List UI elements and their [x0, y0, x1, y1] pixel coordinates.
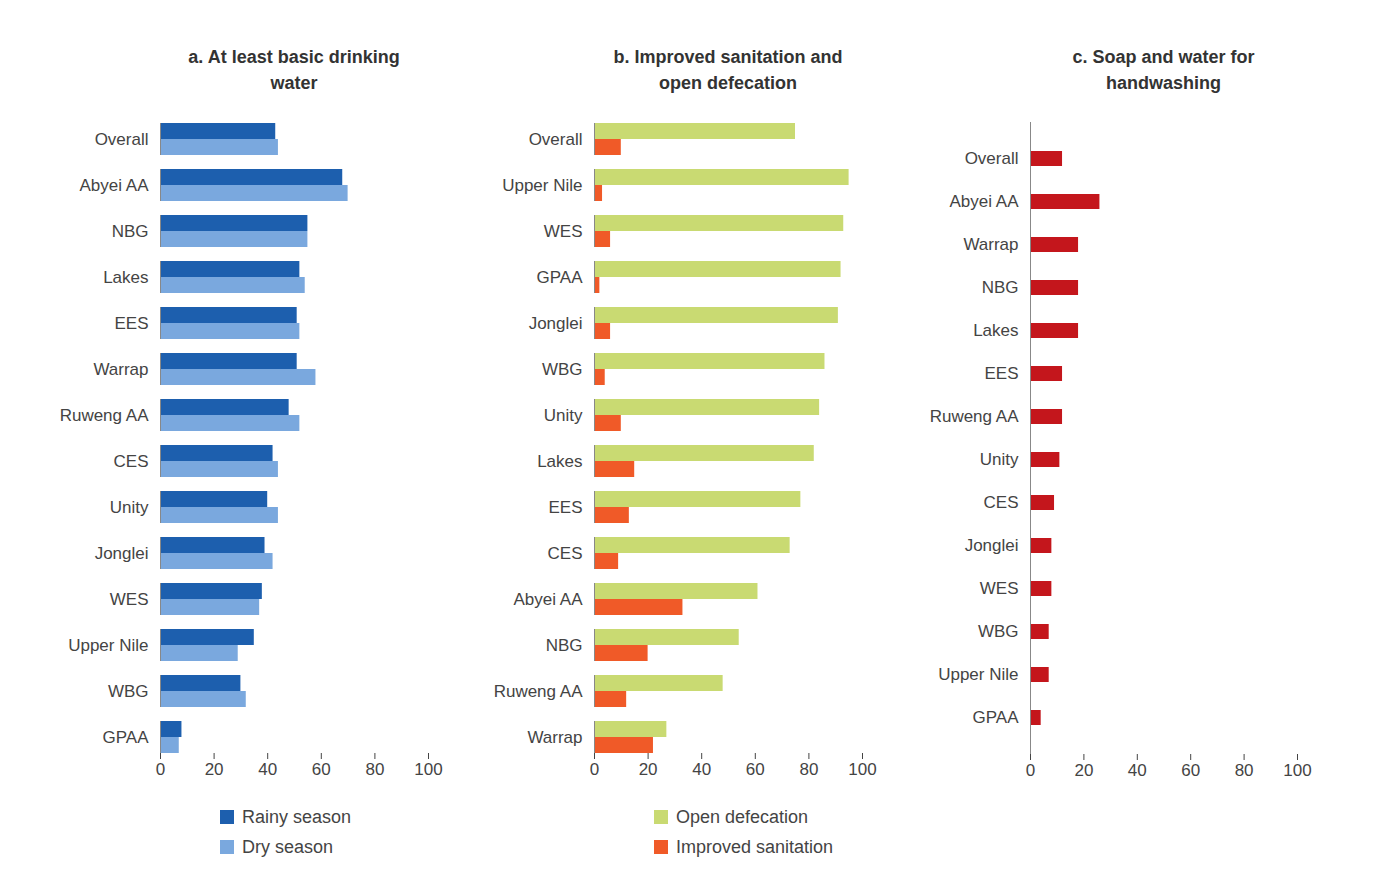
- svg-text:Lakes: Lakes: [537, 452, 582, 471]
- svg-text:EES: EES: [548, 498, 582, 517]
- svg-text:GPAA: GPAA: [537, 268, 584, 287]
- html-text:Dry season: Dry season: [242, 836, 333, 857]
- svg-text:Unity: Unity: [980, 450, 1019, 469]
- svg-text:80: 80: [1235, 761, 1254, 780]
- svg-text:Jonglei: Jonglei: [95, 544, 149, 563]
- html-text:b. Improved sanitation and ope: b. Improved sanitation and open defecati…: [613, 47, 843, 93]
- svg-text:NBG: NBG: [982, 278, 1019, 297]
- svg-text:CES: CES: [984, 493, 1019, 512]
- svg-text:Overall: Overall: [95, 130, 149, 149]
- svg-text:40: 40: [1128, 761, 1147, 780]
- html-text:Rainy season: Rainy season: [242, 806, 352, 827]
- svg-text:20: 20: [205, 760, 224, 779]
- svg-text:WES: WES: [980, 579, 1019, 598]
- svg-text:NBG: NBG: [546, 636, 583, 655]
- svg-text:EES: EES: [984, 364, 1018, 383]
- svg-text:Warrap: Warrap: [93, 360, 148, 379]
- svg-text:Overall: Overall: [529, 130, 583, 149]
- svg-text:Upper Nile: Upper Nile: [502, 176, 582, 195]
- svg-text:60: 60: [1181, 761, 1200, 780]
- svg-text:WBG: WBG: [978, 622, 1019, 641]
- svg-text:GPAA: GPAA: [973, 708, 1020, 727]
- svg-text:Upper Nile: Upper Nile: [938, 665, 1018, 684]
- svg-text:100: 100: [1283, 761, 1311, 780]
- svg-text:60: 60: [312, 760, 331, 779]
- svg-text:20: 20: [639, 760, 658, 779]
- svg-text:WES: WES: [544, 222, 583, 241]
- html-text:a. At least basic drinking wat: a. At least basic drinking water: [188, 47, 400, 93]
- svg-text:60: 60: [746, 760, 765, 779]
- svg-text:Jonglei: Jonglei: [529, 314, 583, 333]
- html-text:c. Soap and water for handwash: c. Soap and water for handwashing: [1072, 47, 1255, 93]
- svg-text:WES: WES: [110, 590, 149, 609]
- svg-text:Warrap: Warrap: [527, 728, 582, 747]
- svg-text:Abyei AA: Abyei AA: [80, 176, 150, 195]
- svg-text:Overall: Overall: [965, 149, 1019, 168]
- svg-text:0: 0: [1026, 761, 1035, 780]
- html-text:Open defecation: Open defecation: [676, 806, 809, 827]
- svg-text:0: 0: [590, 760, 599, 779]
- svg-text:CES: CES: [548, 544, 583, 563]
- svg-text:40: 40: [258, 760, 277, 779]
- html-text:Improved sanitation: Improved sanitation: [676, 836, 834, 857]
- svg-text:Ruweng AA: Ruweng AA: [930, 407, 1019, 426]
- svg-text:0: 0: [156, 760, 165, 779]
- svg-text:Ruweng AA: Ruweng AA: [494, 682, 583, 701]
- svg-text:20: 20: [1074, 761, 1093, 780]
- svg-text:Warrap: Warrap: [963, 235, 1018, 254]
- svg-text:GPAA: GPAA: [103, 728, 150, 747]
- svg-text:Unity: Unity: [544, 406, 583, 425]
- svg-text:Abyei AA: Abyei AA: [514, 590, 584, 609]
- svg-text:Jonglei: Jonglei: [965, 536, 1019, 555]
- svg-text:Lakes: Lakes: [973, 321, 1018, 340]
- svg-text:Unity: Unity: [110, 498, 149, 517]
- svg-text:EES: EES: [114, 314, 148, 333]
- svg-text:Upper Nile: Upper Nile: [68, 636, 148, 655]
- svg-text:Lakes: Lakes: [103, 268, 148, 287]
- svg-text:100: 100: [414, 760, 442, 779]
- svg-text:WBG: WBG: [542, 360, 583, 379]
- svg-text:Ruweng AA: Ruweng AA: [60, 406, 149, 425]
- svg-text:80: 80: [799, 760, 818, 779]
- svg-text:40: 40: [692, 760, 711, 779]
- svg-text:WBG: WBG: [108, 682, 149, 701]
- svg-text:100: 100: [848, 760, 876, 779]
- svg-text:CES: CES: [114, 452, 149, 471]
- svg-text:Abyei AA: Abyei AA: [950, 192, 1020, 211]
- svg-text:80: 80: [365, 760, 384, 779]
- svg-text:NBG: NBG: [112, 222, 149, 241]
